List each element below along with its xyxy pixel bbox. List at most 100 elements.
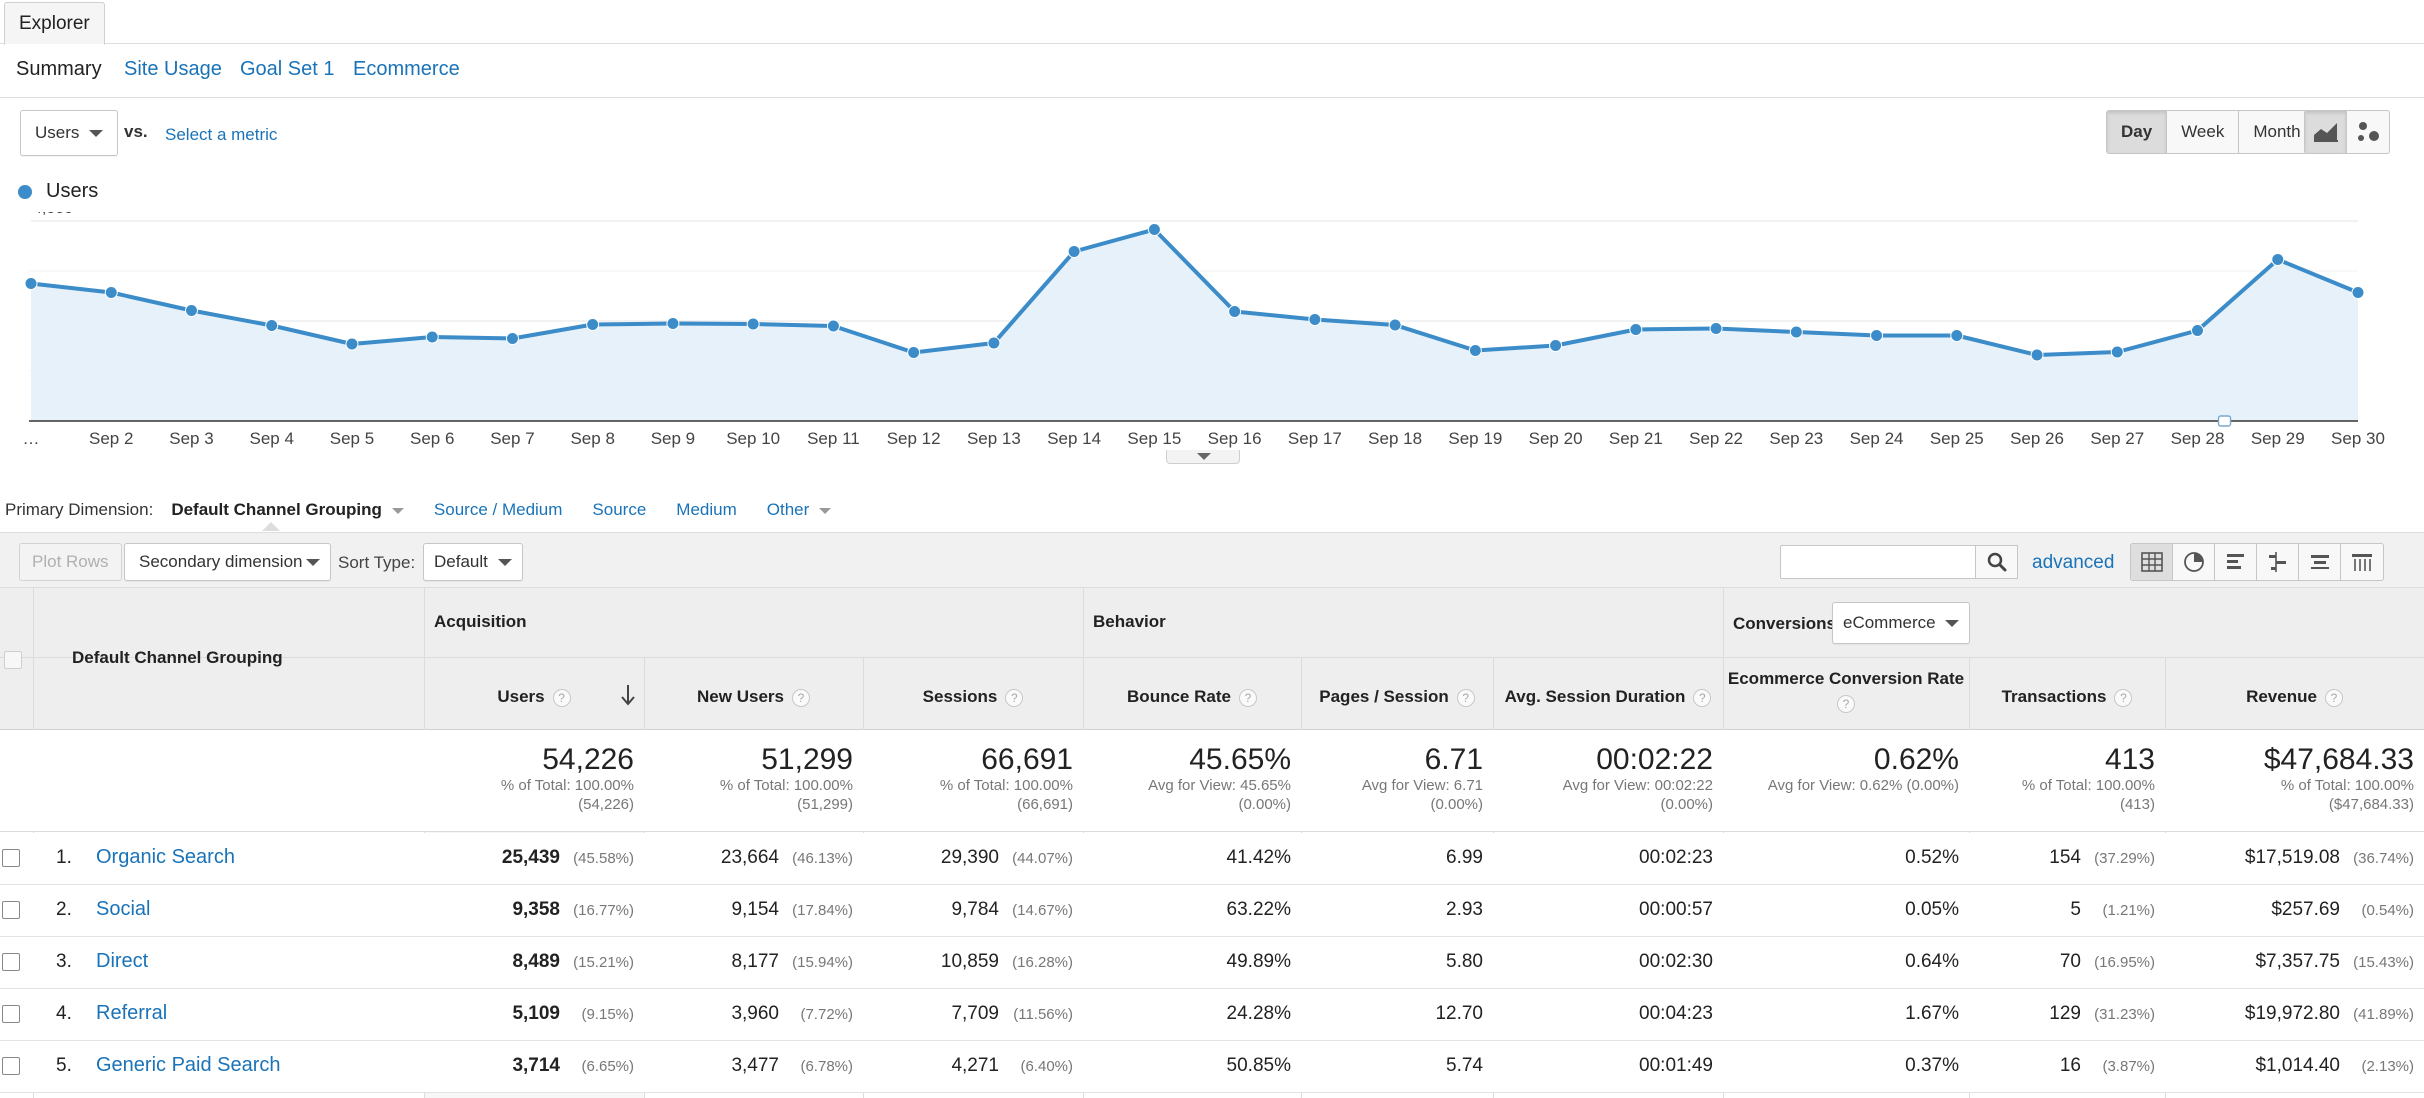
data-view-button[interactable] — [2131, 544, 2173, 580]
chart-collapse-handle[interactable] — [1166, 450, 1240, 464]
col-header-transactions[interactable]: Transactions? — [1969, 686, 2165, 708]
cell-new-users: 3,477 (6.78%) — [731, 1055, 853, 1077]
pivot-view-button[interactable] — [2341, 544, 2383, 580]
cell-percent: (15.21%) — [573, 954, 634, 971]
help-icon[interactable]: ? — [2114, 688, 2133, 707]
cell-value: 0.05% — [1905, 899, 1959, 920]
dimension-source[interactable]: Source — [592, 500, 647, 519]
channel-link[interactable]: Generic Paid Search — [96, 1054, 281, 1076]
x-tick-label: Sep 12 — [887, 429, 941, 448]
row-checkbox[interactable] — [2, 901, 20, 919]
help-icon[interactable]: ? — [1456, 688, 1475, 707]
subtab-goal-set-1[interactable]: Goal Set 1 — [240, 58, 335, 80]
performance-view-button[interactable] — [2215, 544, 2257, 580]
data-point — [1468, 344, 1482, 357]
motion-chart-button[interactable] — [2347, 111, 2389, 153]
x-tick-label: Sep 15 — [1127, 429, 1181, 448]
col-header-bounce-rate[interactable]: Bounce Rate? — [1083, 686, 1301, 708]
row-checkbox[interactable] — [2, 849, 20, 867]
line-chart-button[interactable] — [2305, 111, 2347, 153]
table-row: 5. Generic Paid Search 3,714 (6.65%) 3,477 (6… — [0, 1041, 2424, 1093]
cell-revenue: $17,519.08 (36.74%) — [2245, 847, 2414, 869]
day-button[interactable]: Day — [2107, 111, 2168, 153]
help-icon[interactable]: ? — [1837, 694, 1855, 713]
subtab-site-usage[interactable]: Site Usage — [124, 58, 222, 80]
channel-link[interactable]: Referral — [96, 1002, 168, 1024]
cell-percent: (3.87%) — [2102, 1058, 2155, 1075]
data-point — [586, 318, 600, 331]
row-index: 2. — [56, 899, 72, 920]
subtab-ecommerce[interactable]: Ecommerce — [353, 58, 460, 80]
data-point — [1308, 313, 1322, 326]
report-tabstrip: Explorer — [0, 0, 2424, 45]
subtab-summary[interactable]: Summary — [16, 58, 102, 80]
dimension-medium[interactable]: Medium — [676, 500, 737, 519]
cell-bounce: 49.89% — [1227, 951, 1291, 973]
cell-sessions: 9,784 (14.67%) — [951, 899, 1073, 921]
secondary-dimension-select[interactable]: Secondary dimension — [124, 543, 331, 581]
comparison-view-button[interactable] — [2257, 544, 2299, 580]
help-icon[interactable]: ? — [1238, 688, 1257, 707]
total-sub2: (0.00%) — [1238, 796, 1291, 813]
month-button[interactable]: Month — [2239, 111, 2315, 153]
term-cloud-view-button[interactable] — [2299, 544, 2341, 580]
primary-dimension-current[interactable]: Default Channel Grouping — [171, 500, 404, 520]
select-metric-link[interactable]: Select a metric — [165, 125, 278, 144]
cell-duration: 00:00:57 — [1639, 899, 1713, 921]
x-tick-label: Sep 24 — [1850, 429, 1904, 448]
col-header-revenue[interactable]: Revenue? — [2165, 686, 2424, 708]
data-point — [1629, 323, 1643, 336]
cell-percent: (31.23%) — [2094, 1006, 2155, 1023]
plot-rows-button[interactable]: Plot Rows — [19, 543, 122, 581]
data-point — [2351, 286, 2365, 299]
x-tick-label: Sep 7 — [490, 429, 534, 448]
table-search-input[interactable] — [1780, 545, 1976, 579]
percentage-view-button[interactable] — [2173, 544, 2215, 580]
col-header-new-users[interactable]: New Users? — [644, 686, 863, 708]
data-point — [265, 319, 279, 332]
week-button[interactable]: Week — [2167, 111, 2240, 153]
cell-value: $17,519.08 — [2244, 847, 2340, 868]
col-header-sessions[interactable]: Sessions? — [863, 686, 1083, 708]
channel-link[interactable]: Organic Search — [96, 846, 235, 868]
search-button[interactable] — [1976, 545, 2018, 579]
col-header-users[interactable]: Users? — [424, 686, 644, 708]
data-point — [1549, 339, 1563, 352]
col-header-ecommerce-conversion-rate[interactable]: Ecommerce Conversion Rate? — [1723, 668, 1969, 713]
advanced-filter-link[interactable]: advanced — [2032, 552, 2115, 573]
data-point — [1870, 329, 1884, 342]
dimension-other[interactable]: Other — [767, 500, 832, 520]
cell-value: 00:01:49 — [1639, 1055, 1713, 1076]
cell-bounce: 41.42% — [1227, 847, 1291, 869]
help-icon[interactable]: ? — [791, 688, 810, 707]
cell-value: 12.70 — [1435, 1003, 1483, 1024]
tab-explorer[interactable]: Explorer — [4, 2, 105, 45]
sort-descending-icon[interactable] — [620, 684, 636, 706]
col-header-avg-session-duration[interactable]: Avg. Session Duration? — [1493, 686, 1723, 708]
row-checkbox[interactable] — [2, 1057, 20, 1075]
cell-revenue: $1,014.40 (2.13%) — [2255, 1055, 2414, 1077]
y-tick-label: 4,000 — [33, 212, 73, 217]
total-avg-session-duration: 00:02:22 Avg for View: 00:02:22 (0.00%) — [1563, 744, 1713, 814]
table-view-toggle — [2130, 543, 2384, 581]
x-tick-label: Sep 19 — [1448, 429, 1502, 448]
row-checkbox[interactable] — [2, 1005, 20, 1023]
select-all-checkbox[interactable] — [4, 651, 22, 669]
col-header-pages-session[interactable]: Pages / Session? — [1301, 686, 1493, 708]
cell-pages: 5.80 — [1446, 951, 1483, 973]
chart-type-toggle — [2304, 110, 2390, 154]
dimension-source-medium[interactable]: Source / Medium — [433, 500, 563, 519]
channel-link[interactable]: Social — [96, 898, 151, 920]
help-icon[interactable]: ? — [552, 688, 571, 707]
dimension-column-header[interactable]: Default Channel Grouping — [72, 648, 283, 667]
help-icon[interactable]: ? — [1005, 688, 1024, 707]
sort-type-select[interactable]: Default — [423, 543, 523, 581]
conversions-select[interactable]: eCommerce — [1832, 602, 1970, 644]
help-icon[interactable]: ? — [1693, 688, 1712, 707]
row-checkbox[interactable] — [2, 953, 20, 971]
metric-select[interactable]: Users — [20, 110, 118, 156]
help-icon[interactable]: ? — [2324, 688, 2343, 707]
x-tick-label: Sep 21 — [1609, 429, 1663, 448]
total-sub2: (51,299) — [797, 796, 853, 813]
channel-link[interactable]: Direct — [96, 950, 149, 972]
